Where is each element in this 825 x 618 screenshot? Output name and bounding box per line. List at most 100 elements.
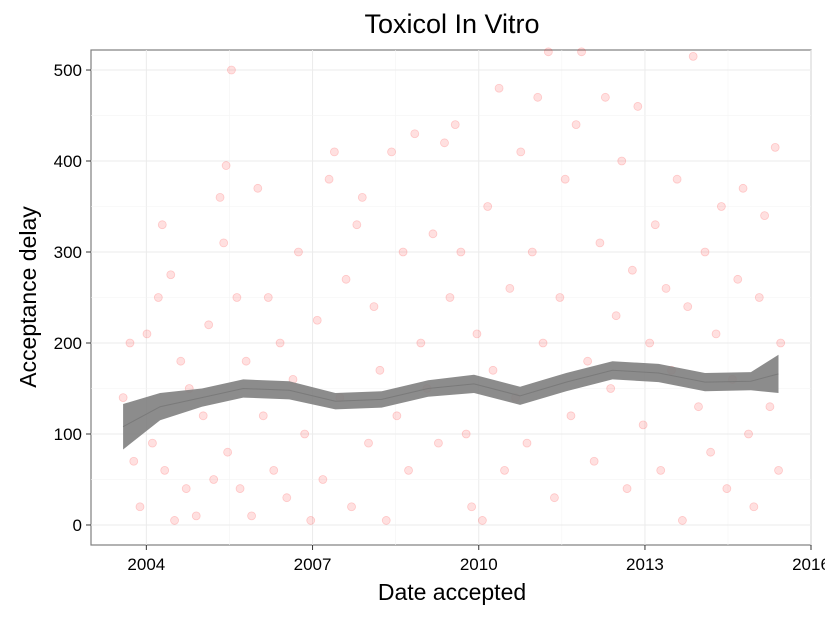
data-point [300,429,310,439]
data-point [269,465,279,475]
data-point [387,147,396,157]
data-point [749,502,759,512]
data-point [550,493,559,503]
data-point [275,338,285,348]
data-point [118,393,128,402]
data-point [688,51,698,61]
data-point [527,247,537,257]
data-point [754,293,764,302]
data-point [450,120,460,130]
data-point [404,465,413,475]
data-point [153,293,163,302]
data-point [711,329,721,339]
data-point [738,183,748,193]
data-point [324,174,334,184]
data-point [232,293,242,302]
data-point [241,356,251,366]
data-point [223,447,233,457]
data-point [416,338,426,348]
data-point [467,502,477,512]
x-tick-label: 2007 [294,555,332,574]
data-point [600,92,610,102]
data-point [661,284,671,293]
data-point [774,465,783,475]
data-point [428,229,438,239]
data-point [700,247,710,257]
data-point [571,120,581,130]
data-point [494,83,504,93]
data-point [347,502,356,512]
smooth-line [122,369,779,428]
data-point [364,438,373,448]
data-point [672,174,682,184]
data-point [716,202,726,211]
data-point [683,302,693,311]
data-point [352,220,362,230]
y-axis: 0 100 200 300 400 500 [54,61,91,535]
data-point [589,456,599,466]
data-point [617,156,627,166]
data-point [410,129,420,139]
data-point [215,193,225,202]
data-point [488,365,498,375]
x-tick-label: 2013 [626,555,664,574]
data-point [181,484,191,493]
data-point [204,320,214,330]
data-point [611,311,621,321]
data-point [445,293,455,302]
data-point [638,420,648,430]
data-point [477,516,487,525]
data-point [282,493,292,503]
grid-lines [91,50,812,545]
data-point [543,47,553,57]
data-point [583,356,593,366]
data-point [375,365,385,375]
data-point [434,438,443,448]
data-point [706,447,716,457]
x-tick-label: 2010 [460,555,498,574]
data-point [148,438,157,448]
data-point [306,516,316,525]
data-point [533,92,543,102]
data-point [560,174,570,184]
data-point [776,338,786,348]
y-tick-label: 0 [73,516,82,535]
y-tick-label: 500 [54,61,82,80]
data-point [595,238,605,248]
data-point [472,329,482,339]
smooth-band [122,354,779,450]
confidence-band [123,354,779,450]
data-point [129,456,139,466]
data-point [650,220,660,230]
x-axis-title: Date accepted [378,579,526,605]
data-point [176,356,186,366]
data-points [118,47,786,525]
data-point [221,161,231,170]
data-point [606,384,616,393]
data-point [500,465,509,475]
data-point [312,315,322,325]
data-point [294,247,303,257]
data-point [381,516,391,525]
data-point [166,270,176,280]
data-point [678,516,687,525]
y-tick-label: 400 [54,152,82,171]
data-point [538,338,548,348]
y-tick-label: 100 [54,425,82,444]
y-tick-label: 300 [54,243,82,262]
data-point [645,338,655,348]
data-point [142,329,152,339]
data-point [622,484,632,493]
y-axis-title: Acceptance delay [15,206,41,388]
data-point [722,484,732,493]
data-point [516,147,526,157]
data-point [341,274,351,284]
data-point [235,484,245,493]
data-point [125,338,135,348]
data-point [253,183,263,193]
data-point [627,265,637,275]
data-point [694,402,703,412]
data-point [219,238,229,248]
data-point [733,274,743,284]
